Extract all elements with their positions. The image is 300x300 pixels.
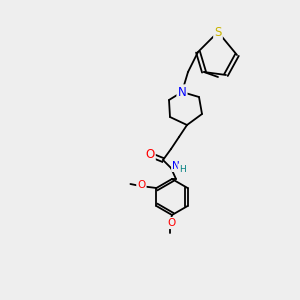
Text: H: H [178,164,185,173]
Text: O: O [137,180,146,190]
Text: O: O [146,148,154,160]
Text: S: S [214,26,222,38]
Text: N: N [172,161,180,171]
Text: N: N [178,85,186,98]
Text: O: O [167,218,175,228]
